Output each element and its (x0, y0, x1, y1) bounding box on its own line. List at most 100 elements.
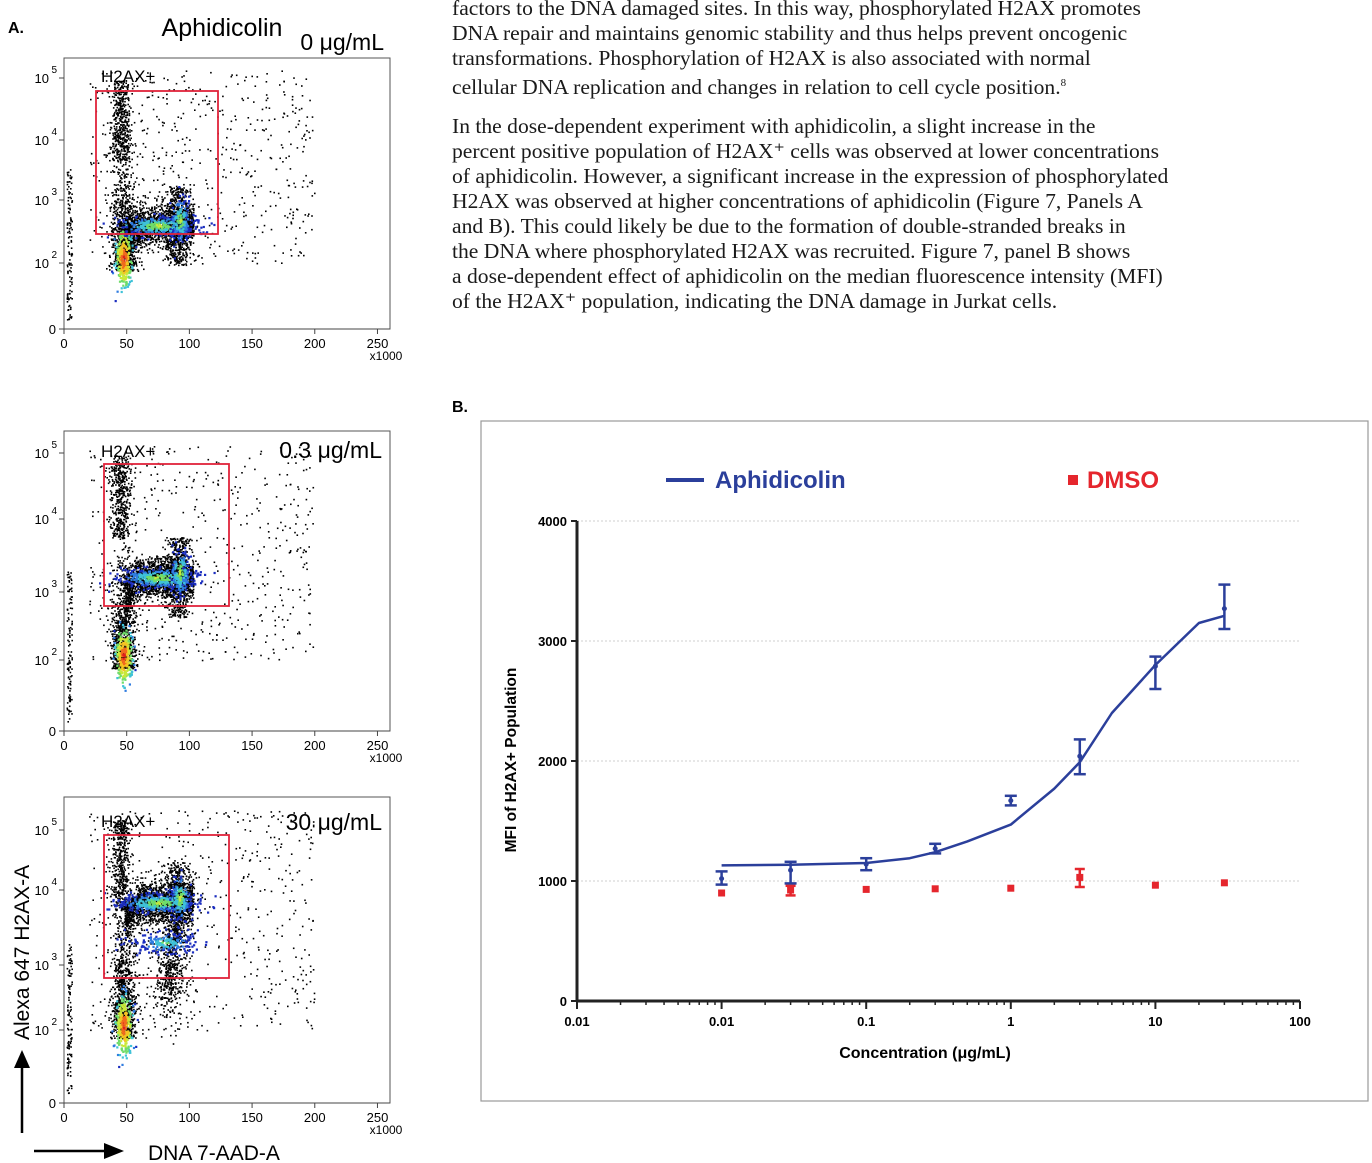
chart-axes: 0 1000 2000 3000 4000 0.01 0.01 0.1 1 10 100 (538, 514, 1311, 1029)
reference-superscript: 8 (1060, 77, 1067, 89)
x-tick-label: 10 (1148, 1014, 1162, 1029)
panel-a: A. Aphidicolin H2AX+ 0 μg/mL 0 50 100 150 20… (8, 14, 403, 1163)
y-tick-exponent: 3 (51, 187, 57, 198)
x-tick-label: 200 (304, 336, 326, 351)
chart-series (715, 583, 1231, 897)
text-line: and B). This could likely be due to the … (452, 214, 1126, 239)
body-text-block: factors to the DNA damaged sites. In thi… (452, 0, 1372, 314)
y-tick-exponent: 4 (51, 506, 57, 517)
y-tick-exponent: 5 (51, 817, 57, 828)
x-tick-label: 50 (119, 336, 133, 351)
y-tick-label: 10 (35, 71, 49, 86)
x-tick-label: 250 (367, 738, 389, 753)
y-tick-label: 10 (35, 133, 49, 148)
dmso-point (787, 886, 795, 894)
flow-plot-2: H2AX+ 30 μg/mL 0 50 100 150 200 250x100001021… (35, 796, 403, 1137)
h2ax-gate (103, 834, 230, 979)
x-multiplier: x1000 (370, 349, 403, 363)
y-tick-label: 10 (35, 193, 49, 208)
y-tick-label: 10 (35, 1023, 49, 1038)
x-tick-label: 100 (179, 336, 201, 351)
y-tick-label: 10 (35, 256, 49, 271)
chart-gridlines (577, 520, 1300, 882)
y-tick-exponent: 4 (51, 877, 57, 888)
x-tick-label: 100 (179, 738, 201, 753)
aphidicolin-point (932, 846, 938, 852)
y-tick-label: 0 (560, 994, 567, 1009)
paragraph-1: factors to the DNA damaged sites. In thi… (452, 0, 1372, 100)
y-tick-label: 10 (35, 585, 49, 600)
dmso-point (1220, 879, 1228, 887)
text-line: of aphidicolin. However, a significant i… (452, 164, 1169, 189)
y-tick-label: 10 (35, 883, 49, 898)
y-tick-exponent: 5 (51, 65, 57, 76)
x-tick-label: 1 (1007, 1014, 1014, 1029)
text-line: H2AX was observed at higher concentratio… (452, 189, 1143, 214)
aphidicolin-point (1152, 663, 1158, 669)
x-tick-label: 150 (241, 336, 263, 351)
text-line: percent positive population of H2AX⁺ cel… (452, 139, 1159, 164)
gate-label: H2AX+ (101, 812, 155, 831)
x-tick-label: 250 (367, 1110, 389, 1125)
aphidicolin-point (863, 861, 869, 867)
y-tick-exponent: 5 (51, 440, 57, 451)
y-tick-exponent: 3 (51, 579, 57, 590)
flow-plot-1: H2AX+ 0.3 μg/mL 0 50 100 150 200 250x10000102… (35, 430, 403, 765)
x-axis-arrow (34, 1143, 124, 1159)
aphidicolin-point (1008, 798, 1014, 804)
dose-label: 30 μg/mL (286, 809, 383, 835)
panel-a-y-axis-label: Alexa 647 H2AX-A (11, 865, 34, 1040)
dmso-point (1007, 884, 1015, 892)
y-tick-label: 3000 (538, 634, 567, 649)
x-tick-label: 100 (1289, 1014, 1311, 1029)
cell-events (66, 446, 315, 723)
y-tick-exponent: 2 (51, 1017, 57, 1028)
x-multiplier: x1000 (370, 751, 403, 765)
dmso-point (862, 885, 870, 893)
chart-x-axis-label: Concentration (μg/mL) (839, 1045, 1011, 1062)
legend-swatch-dmso (1068, 475, 1078, 485)
y-tick-label: 0 (49, 1096, 56, 1111)
aphidicolin-point (719, 876, 725, 882)
dose-label: 0.3 μg/mL (279, 437, 382, 463)
cell-events (66, 810, 316, 1095)
text-line: of the H2AX⁺ population, indicating the … (452, 289, 1058, 314)
x-tick-label: 0.1 (857, 1014, 875, 1029)
h2ax-gate (95, 90, 219, 235)
y-tick-label: 0 (49, 322, 56, 337)
x-tick-label: 0 (60, 336, 67, 351)
legend-label-aphidicolin: Aphidicolin (715, 467, 846, 494)
panel-a-title: Aphidicolin (162, 14, 283, 42)
chart-frame (480, 420, 1369, 1102)
x-tick-label: 0 (60, 1110, 67, 1125)
x-tick-label: 50 (119, 1110, 133, 1125)
text-line: a dose-dependent effect of aphidicolin o… (452, 264, 1163, 289)
dmso-point (718, 889, 726, 897)
text-line: factors to the DNA damaged sites. In thi… (452, 0, 1141, 20)
y-tick-label: 4000 (538, 514, 567, 529)
plot-frame (63, 796, 391, 1104)
text-line: the DNA where phosphorylated H2AX was re… (452, 239, 1131, 264)
panel-b: B. Aphidicolin DMSO 0 1000 2000 3000 4000 0.0… (452, 399, 1369, 1102)
gate-label: H2AX+ (101, 442, 155, 461)
x-tick-label: 0 (60, 738, 67, 753)
aphidicolin-point (1077, 753, 1083, 759)
dose-label: 0 μg/mL (300, 29, 384, 55)
aphidicolin-point (788, 867, 794, 873)
text-line: cellular DNA replication and changes in … (452, 75, 1067, 100)
x-tick-label: 0.01 (709, 1014, 734, 1029)
y-tick-exponent: 2 (51, 250, 57, 261)
flow-plot-0: H2AX+ 0 μg/mL 0 50 100 150 200 250x1000010210… (35, 29, 403, 363)
y-tick-label: 2000 (538, 754, 567, 769)
y-tick-exponent: 2 (51, 647, 57, 658)
plot-frame (63, 430, 391, 732)
paragraph-2: In the dose-dependent experiment with ap… (452, 114, 1372, 314)
x-tick-label: 200 (304, 738, 326, 753)
chart-y-axis-label: MFI of H2AX+ Population (503, 668, 520, 853)
x-tick-label: 250 (367, 336, 389, 351)
y-tick-label: 10 (35, 653, 49, 668)
